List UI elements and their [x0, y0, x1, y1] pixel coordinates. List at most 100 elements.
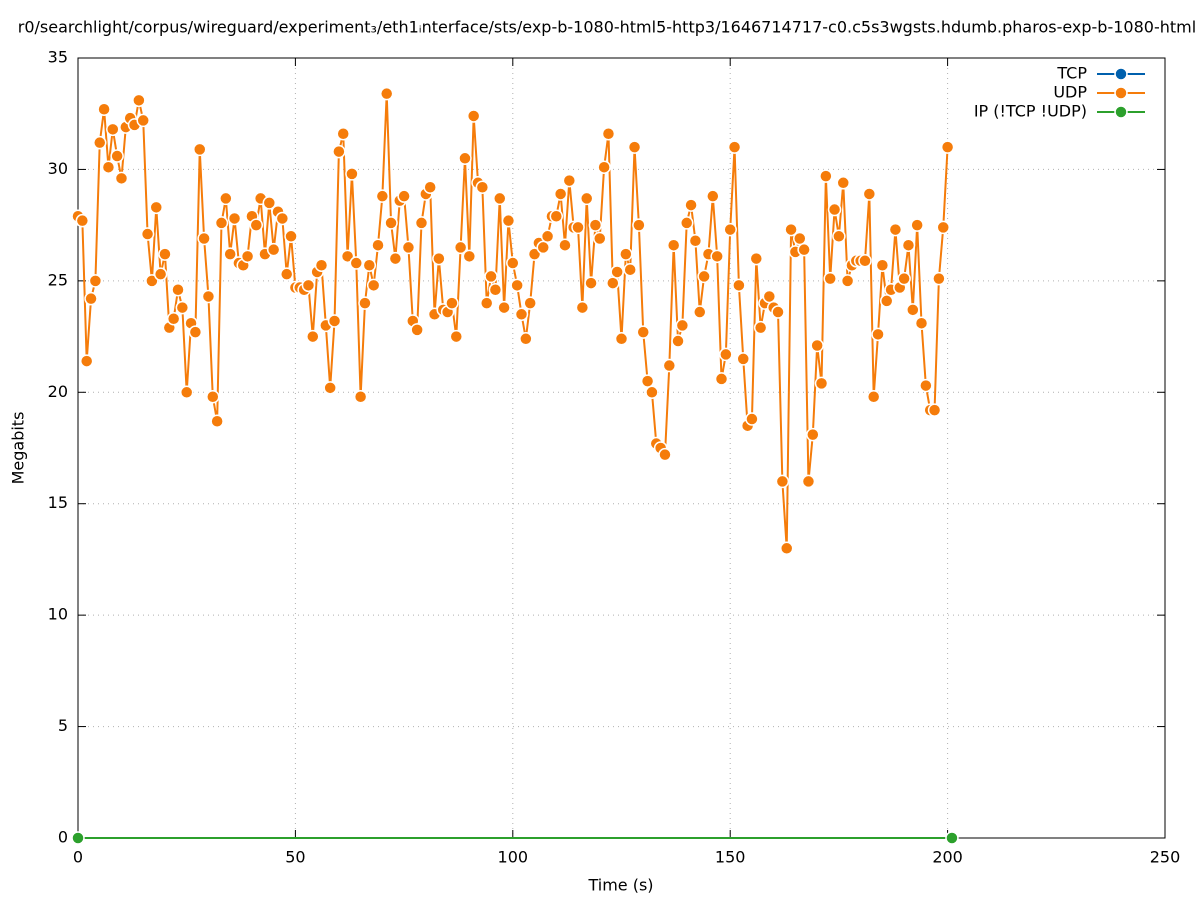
data-point: [901, 238, 916, 252]
y-axis-label: Megabits: [9, 412, 28, 485]
data-point: [114, 171, 129, 186]
data-point: [149, 200, 164, 215]
data-point: [423, 180, 437, 195]
data-point: [710, 249, 724, 264]
legend-label: TCP: [1056, 64, 1087, 83]
data-point: [79, 354, 94, 368]
chart-title: r0/searchlight/corpus/wireguard/experime…: [18, 18, 1197, 37]
data-point: [932, 271, 946, 286]
data-point: [819, 169, 833, 183]
data-point: [671, 334, 685, 348]
data-point: [640, 374, 655, 388]
data-point: [910, 218, 924, 232]
data-point: [540, 229, 555, 244]
data-point: [153, 267, 168, 281]
x-tick-label: 200: [932, 848, 963, 867]
data-point: [106, 122, 120, 137]
data-point: [506, 256, 520, 270]
data-point: [575, 300, 590, 315]
data-point: [449, 329, 464, 344]
data-point: [632, 218, 646, 232]
data-point: [736, 352, 750, 366]
data-point: [323, 381, 337, 395]
data-point: [327, 314, 342, 328]
data-point: [810, 338, 824, 353]
data-point: [371, 238, 385, 252]
x-tick-label: 100: [498, 848, 529, 867]
data-point: [806, 427, 820, 442]
data-point: [158, 247, 172, 261]
data-point: [719, 347, 733, 362]
data-point: [462, 249, 477, 264]
data-point: [627, 140, 642, 154]
data-point: [771, 305, 785, 319]
data-point: [693, 305, 707, 319]
data-point: [675, 318, 690, 333]
y-tick-label: 20: [48, 382, 68, 401]
data-point: [497, 300, 511, 315]
data-point: [727, 140, 742, 154]
data-point: [453, 240, 468, 255]
data-point: [475, 180, 490, 195]
data-point: [914, 316, 929, 330]
data-point: [871, 327, 885, 342]
data-point: [349, 256, 364, 270]
data-point: [140, 227, 155, 241]
data-point: [614, 332, 629, 346]
data-point: [488, 283, 503, 297]
data-point: [549, 209, 564, 223]
data-point: [314, 258, 329, 273]
legend-marker: [1114, 67, 1128, 81]
data-point: [88, 274, 103, 288]
data-point: [510, 278, 524, 293]
data-point: [619, 247, 633, 261]
data-point: [340, 249, 355, 264]
data-point: [206, 389, 220, 404]
data-point: [92, 135, 107, 150]
data-point: [171, 283, 185, 297]
x-tick-label: 150: [715, 848, 746, 867]
data-point: [101, 160, 116, 174]
data-point: [110, 149, 124, 163]
data-point: [345, 167, 359, 181]
data-point: [75, 213, 90, 228]
data-point: [906, 303, 920, 317]
data-point: [362, 258, 377, 273]
data-point: [375, 189, 390, 203]
data-point: [432, 251, 446, 266]
data-point: [645, 385, 659, 400]
y-tick-label: 25: [48, 270, 68, 289]
y-tick-label: 30: [48, 159, 68, 178]
data-point: [762, 289, 777, 304]
data-point: [571, 220, 585, 235]
data-point: [801, 474, 816, 489]
data-point: [553, 187, 568, 201]
data-point: [666, 238, 681, 252]
data-point: [227, 211, 242, 226]
data-point: [753, 320, 768, 335]
data-point: [562, 173, 577, 188]
data-point: [623, 262, 637, 277]
data-point: [332, 144, 346, 159]
legend-marker: [1114, 86, 1128, 100]
data-point: [71, 831, 85, 845]
data-point: [479, 296, 494, 310]
data-point: [797, 242, 811, 257]
data-point: [579, 191, 594, 206]
data-point: [714, 372, 729, 386]
data-point: [223, 247, 237, 261]
data-point: [188, 325, 203, 339]
x-axis-label: Time (s): [587, 876, 653, 895]
data-point: [862, 187, 877, 201]
data-point: [749, 251, 764, 266]
data-point: [606, 276, 620, 290]
data-point: [658, 447, 672, 462]
data-point: [384, 216, 398, 230]
data-point: [536, 240, 550, 255]
data-point: [823, 271, 837, 286]
data-point: [706, 189, 720, 203]
data-point: [458, 151, 472, 166]
data-point: [897, 271, 911, 286]
data-point: [775, 474, 790, 489]
y-tick-label: 5: [58, 716, 68, 735]
